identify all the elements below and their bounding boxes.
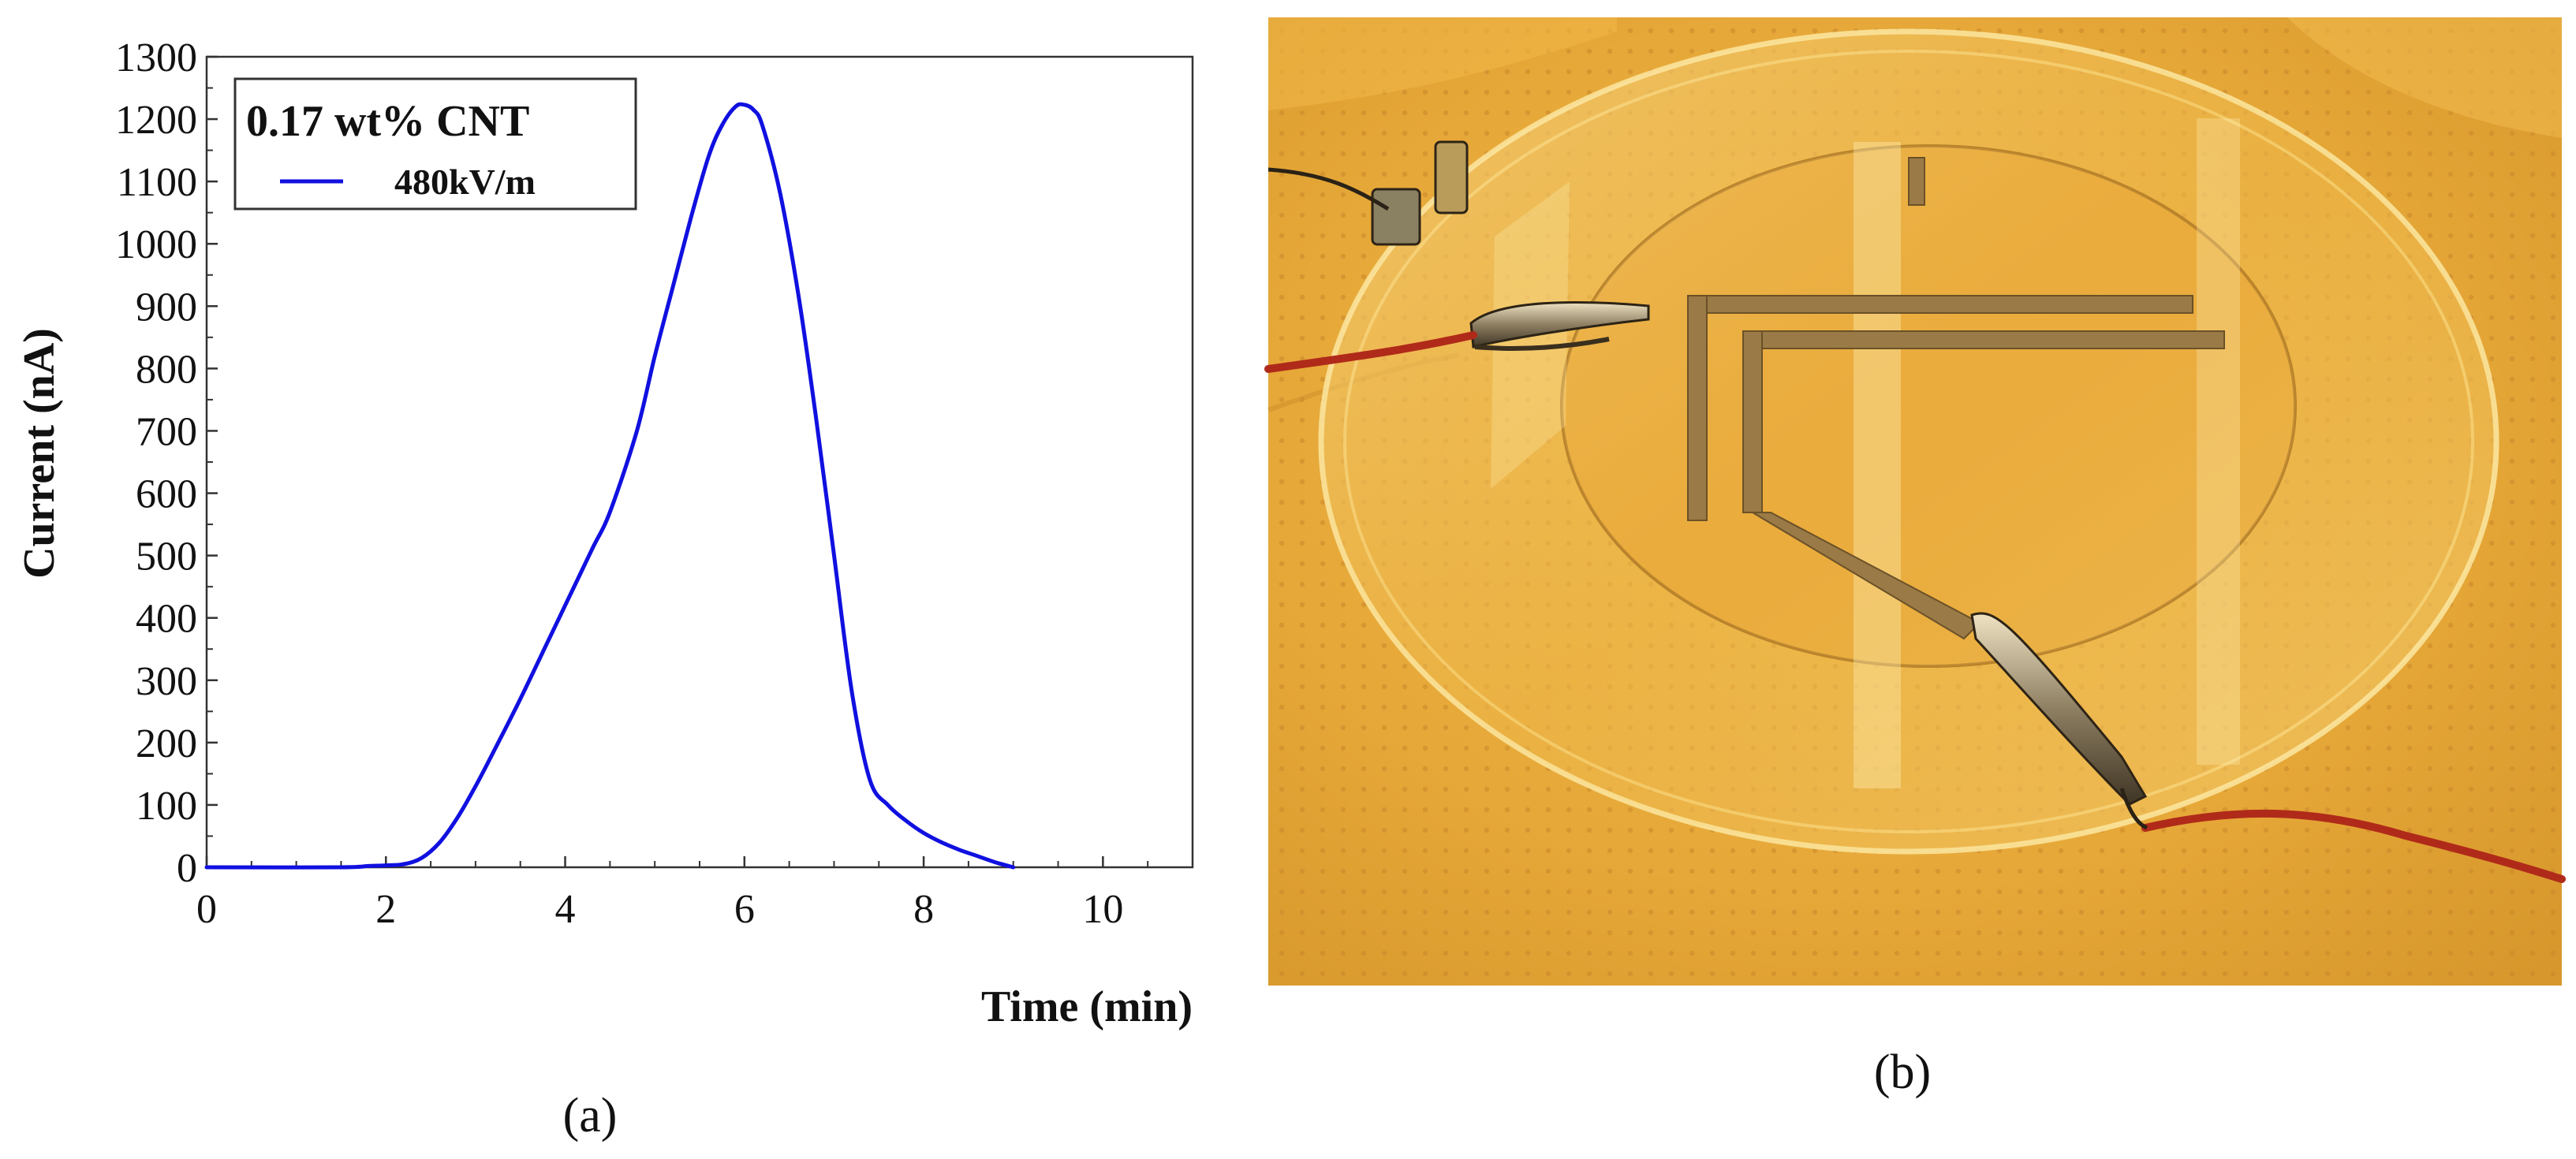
x-tick-label: 4 (555, 887, 576, 932)
x-tick-label: 6 (734, 887, 755, 932)
x-tick-label: 0 (196, 887, 217, 932)
legend: 0.17 wt% CNT 480kV/m (233, 77, 637, 211)
caption-a: (a) (563, 1089, 618, 1142)
x-tick-label: 2 (375, 887, 396, 932)
photo-panel: (b) (1264, 17, 2566, 1099)
y-tick-label: 300 (136, 659, 197, 704)
x-tick-label: 10 (1082, 887, 1123, 932)
legend-entry-label: 480kV/m (394, 162, 536, 202)
experimental-setup-photo (1264, 17, 2566, 986)
legend-box (233, 77, 637, 211)
y-tick-label: 600 (136, 472, 197, 517)
x-axis-title: Time (min) (981, 982, 1193, 1031)
legend-title: 0.17 wt% CNT (246, 97, 529, 146)
data-series-480kv (204, 102, 1016, 870)
x-tick-label: 8 (913, 887, 934, 932)
y-tick-label: 1300 (115, 35, 197, 80)
y-tick-label: 400 (136, 597, 197, 642)
connector-icon (1371, 140, 1469, 246)
y-tick-label: 700 (136, 409, 197, 454)
y-tick-label: 100 (136, 784, 197, 829)
caption-b: (b) (1874, 1045, 1931, 1099)
y-tick-label: 800 (136, 347, 197, 392)
alligator-clip-icon (1970, 612, 2148, 806)
y-tick-label: 1200 (115, 98, 197, 143)
y-tick-label: 1100 (117, 160, 197, 205)
chart-panel: 0100200300400500600700800900100011001200… (15, 35, 1194, 1142)
y-tick-label: 500 (136, 535, 197, 580)
y-tick-label: 200 (136, 721, 197, 766)
red-wire (2141, 809, 2566, 883)
y-tick-label: 0 (177, 846, 197, 891)
y-axis: 0 100 200 300 400 500 600 700 800 900 1000 1100 1200… (115, 35, 218, 891)
x-axis: 0 2 4 6 8 10 (196, 856, 1193, 932)
y-axis-title: Current (nA) (15, 328, 64, 579)
y-tick-label: 1000 (115, 222, 197, 267)
red-wire (1264, 331, 1477, 373)
y-tick-label: 900 (136, 285, 197, 330)
alligator-clip-icon (1469, 301, 1650, 351)
